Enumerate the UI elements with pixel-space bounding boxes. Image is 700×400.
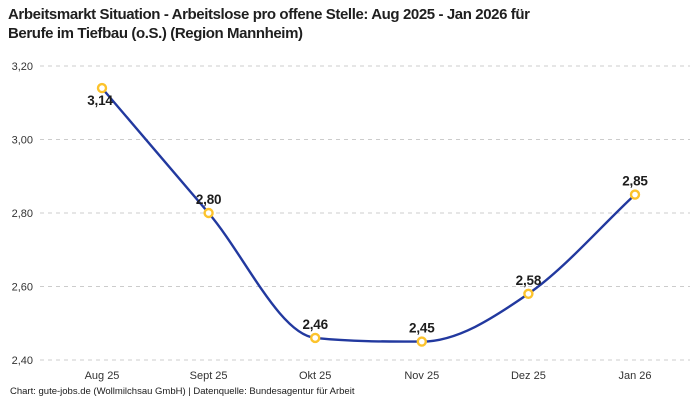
y-tick-label: 3,00 [12, 135, 33, 147]
x-tick-label: Aug 25 [85, 370, 120, 382]
y-tick-label: 3,20 [12, 61, 33, 73]
x-tick-label: Dez 25 [511, 370, 546, 382]
data-line [100, 86, 637, 343]
data-point-label: 2,85 [622, 174, 648, 189]
x-tick-label: Sept 25 [190, 370, 228, 382]
chart-attribution: Chart: gute-jobs.de (Wollmilchsau GmbH) … [10, 386, 355, 397]
data-point-label: 3,14 [87, 93, 113, 108]
data-point-label: 2,45 [409, 321, 435, 336]
data-point-label: 2,58 [516, 273, 542, 288]
data-point-marker [523, 288, 534, 299]
data-point-marker [416, 336, 427, 347]
y-tick-label: 2,40 [12, 355, 33, 367]
data-point-marker [629, 189, 641, 200]
data-point-label: 2,46 [302, 317, 328, 332]
data-point-marker [203, 207, 214, 219]
data-point-label: 2,80 [196, 192, 221, 207]
chart-title: Arbeitsmarkt Situation - Arbeitslose pro… [8, 5, 688, 43]
chart-title-line2: Berufe im Tiefbau (o.S.) (Region Mannhei… [8, 25, 303, 42]
x-tick-label: Okt 25 [299, 370, 331, 382]
y-tick-label: 2,60 [12, 282, 33, 294]
x-tick-label: Nov 25 [404, 370, 439, 382]
x-tick-label: Jan 26 [618, 370, 651, 382]
y-tick-label: 2,80 [12, 208, 33, 220]
data-point-marker [310, 332, 321, 344]
data-point-marker [96, 82, 108, 94]
chart-title-line1: Arbeitsmarkt Situation - Arbeitslose pro… [8, 6, 530, 23]
